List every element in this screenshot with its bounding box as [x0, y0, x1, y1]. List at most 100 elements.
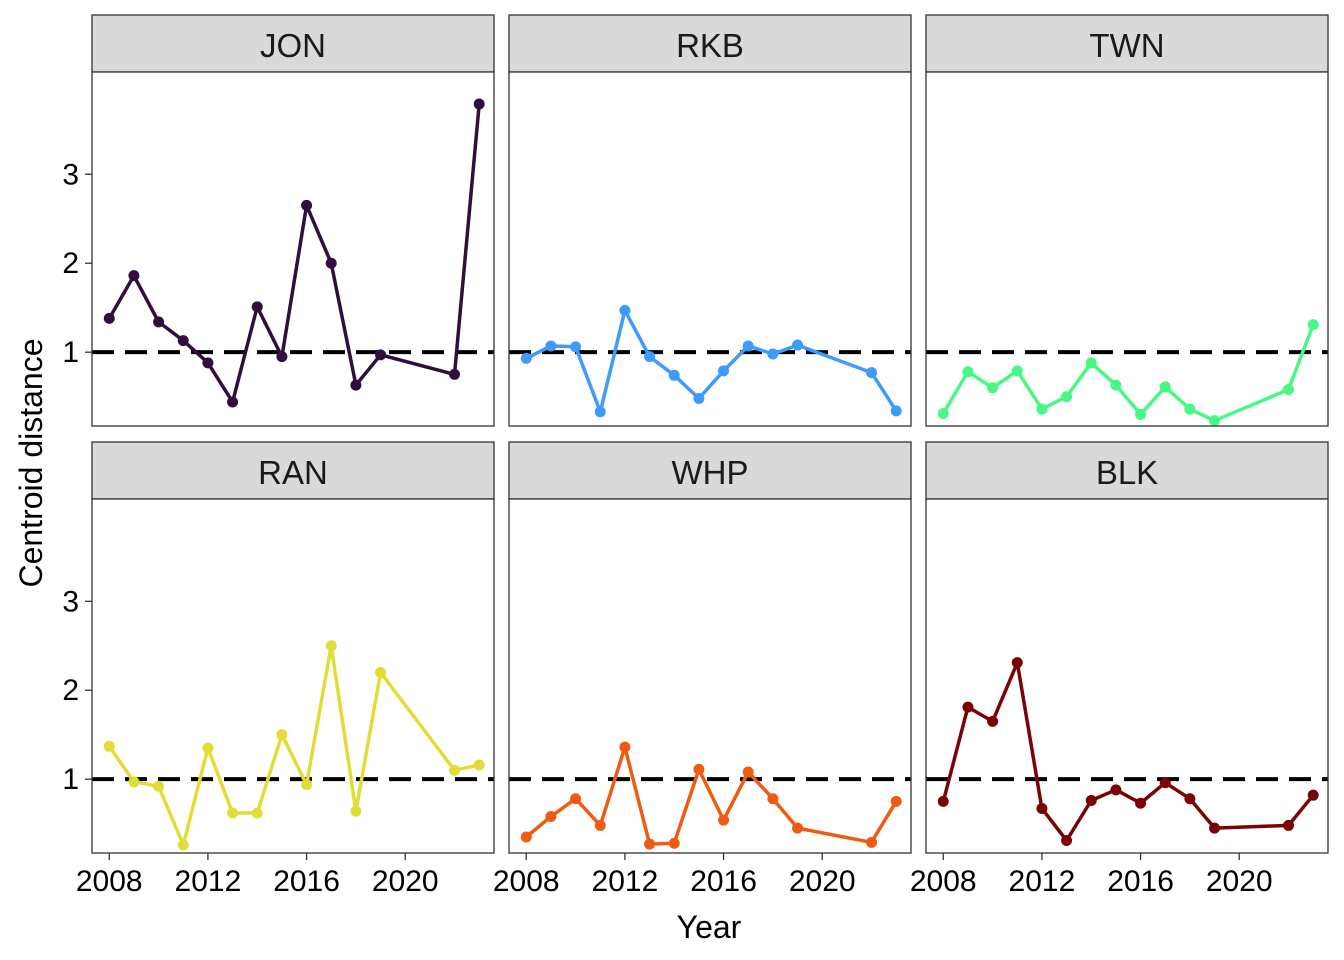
facet-panels: JON 1 2 3 RKB TWN RAN 1 2 3 2008 2012 2016 2020 WHP 200… — [62, 14, 1329, 898]
panel-background — [509, 72, 911, 426]
panel-border — [91, 71, 495, 427]
data-point — [449, 764, 461, 776]
data-point — [1184, 403, 1196, 415]
data-point — [668, 837, 680, 849]
data-point — [866, 367, 878, 379]
data-point — [1135, 797, 1147, 809]
data-point — [1283, 819, 1295, 831]
series-line — [941, 660, 1315, 843]
panel-rkb: RKB — [508, 14, 912, 427]
data-point — [693, 392, 705, 404]
data-point — [767, 348, 779, 360]
data-point — [1011, 365, 1023, 377]
x-tick-label: 2016 — [690, 865, 757, 898]
data-point — [594, 819, 606, 831]
data-point — [594, 406, 606, 418]
panel-border — [508, 498, 912, 854]
data-point — [1135, 408, 1147, 420]
data-point — [251, 807, 263, 819]
data-point — [375, 349, 387, 361]
data-point — [177, 335, 189, 347]
strip-background — [925, 14, 1329, 73]
series-line — [107, 644, 480, 847]
data-point — [545, 340, 557, 352]
data-point — [1085, 795, 1097, 807]
panel-border — [925, 71, 1329, 427]
data-point — [570, 341, 582, 353]
strip-label: JON — [260, 27, 326, 64]
data-point — [251, 301, 263, 313]
data-point — [473, 759, 485, 771]
data-point — [937, 408, 949, 420]
data-point — [202, 357, 214, 369]
data-point — [375, 666, 387, 678]
data-point — [1110, 784, 1122, 796]
panel-background — [926, 72, 1328, 426]
data-point — [128, 270, 140, 282]
data-point — [987, 715, 999, 727]
y-tick-label: 3 — [62, 585, 79, 618]
y-tick-label: 2 — [62, 674, 79, 707]
strip-label: TWN — [1089, 27, 1164, 64]
strip-label: BLK — [1096, 454, 1158, 491]
data-point — [177, 839, 189, 851]
data-point — [473, 98, 485, 110]
data-point — [644, 838, 656, 850]
data-point — [792, 822, 804, 834]
data-point — [545, 811, 557, 823]
x-tick-label: 2016 — [273, 865, 340, 898]
data-point — [128, 776, 140, 788]
panel-border — [925, 498, 1329, 854]
data-point — [619, 304, 631, 316]
y-tick-label: 2 — [62, 247, 79, 280]
strip-background — [925, 441, 1329, 500]
data-point — [644, 351, 656, 363]
panel-background — [92, 499, 494, 853]
data-point — [742, 766, 754, 778]
x-tick-label: 2008 — [493, 865, 560, 898]
x-tick-label: 2020 — [372, 865, 439, 898]
data-point — [987, 382, 999, 394]
panel-jon: JON 1 2 3 — [62, 14, 495, 427]
data-point — [449, 368, 461, 380]
panel-border — [508, 71, 912, 427]
x-tick-label: 2016 — [1107, 865, 1174, 898]
data-point — [718, 814, 730, 826]
data-point — [1061, 835, 1073, 847]
x-tick-label: 2020 — [1206, 865, 1273, 898]
panel-background — [926, 499, 1328, 853]
strip-label: RKB — [676, 27, 744, 64]
x-tick-label: 2008 — [910, 865, 977, 898]
data-point — [202, 742, 214, 754]
data-point — [325, 257, 337, 269]
data-point — [767, 793, 779, 805]
data-point — [1283, 384, 1295, 396]
data-point — [937, 795, 949, 807]
data-point — [276, 729, 288, 741]
data-point — [276, 351, 288, 363]
y-axis-title: Centroid distance — [13, 338, 49, 587]
data-point — [1307, 319, 1319, 331]
data-point — [153, 316, 165, 328]
x-tick-label: 2020 — [789, 865, 856, 898]
data-point — [1011, 657, 1023, 669]
data-point — [1209, 822, 1221, 834]
panel-blk: BLK 2008 2012 2016 2020 — [910, 441, 1329, 898]
panel-ran: RAN 1 2 3 2008 2012 2016 2020 — [62, 441, 495, 898]
strip-label: WHP — [672, 454, 749, 491]
data-point — [1061, 391, 1073, 403]
panel-border — [91, 498, 495, 854]
data-point — [1184, 793, 1196, 805]
data-point — [718, 365, 730, 377]
data-point — [1307, 789, 1319, 801]
panel-background — [92, 72, 494, 426]
y-tick-label: 3 — [62, 158, 79, 191]
data-point — [325, 640, 337, 652]
data-point — [350, 379, 362, 391]
x-tick-label: 2012 — [1009, 865, 1076, 898]
series-line — [525, 745, 898, 846]
data-point — [668, 369, 680, 381]
strip-label: RAN — [258, 454, 328, 491]
data-point — [890, 795, 902, 807]
data-point — [301, 779, 313, 791]
